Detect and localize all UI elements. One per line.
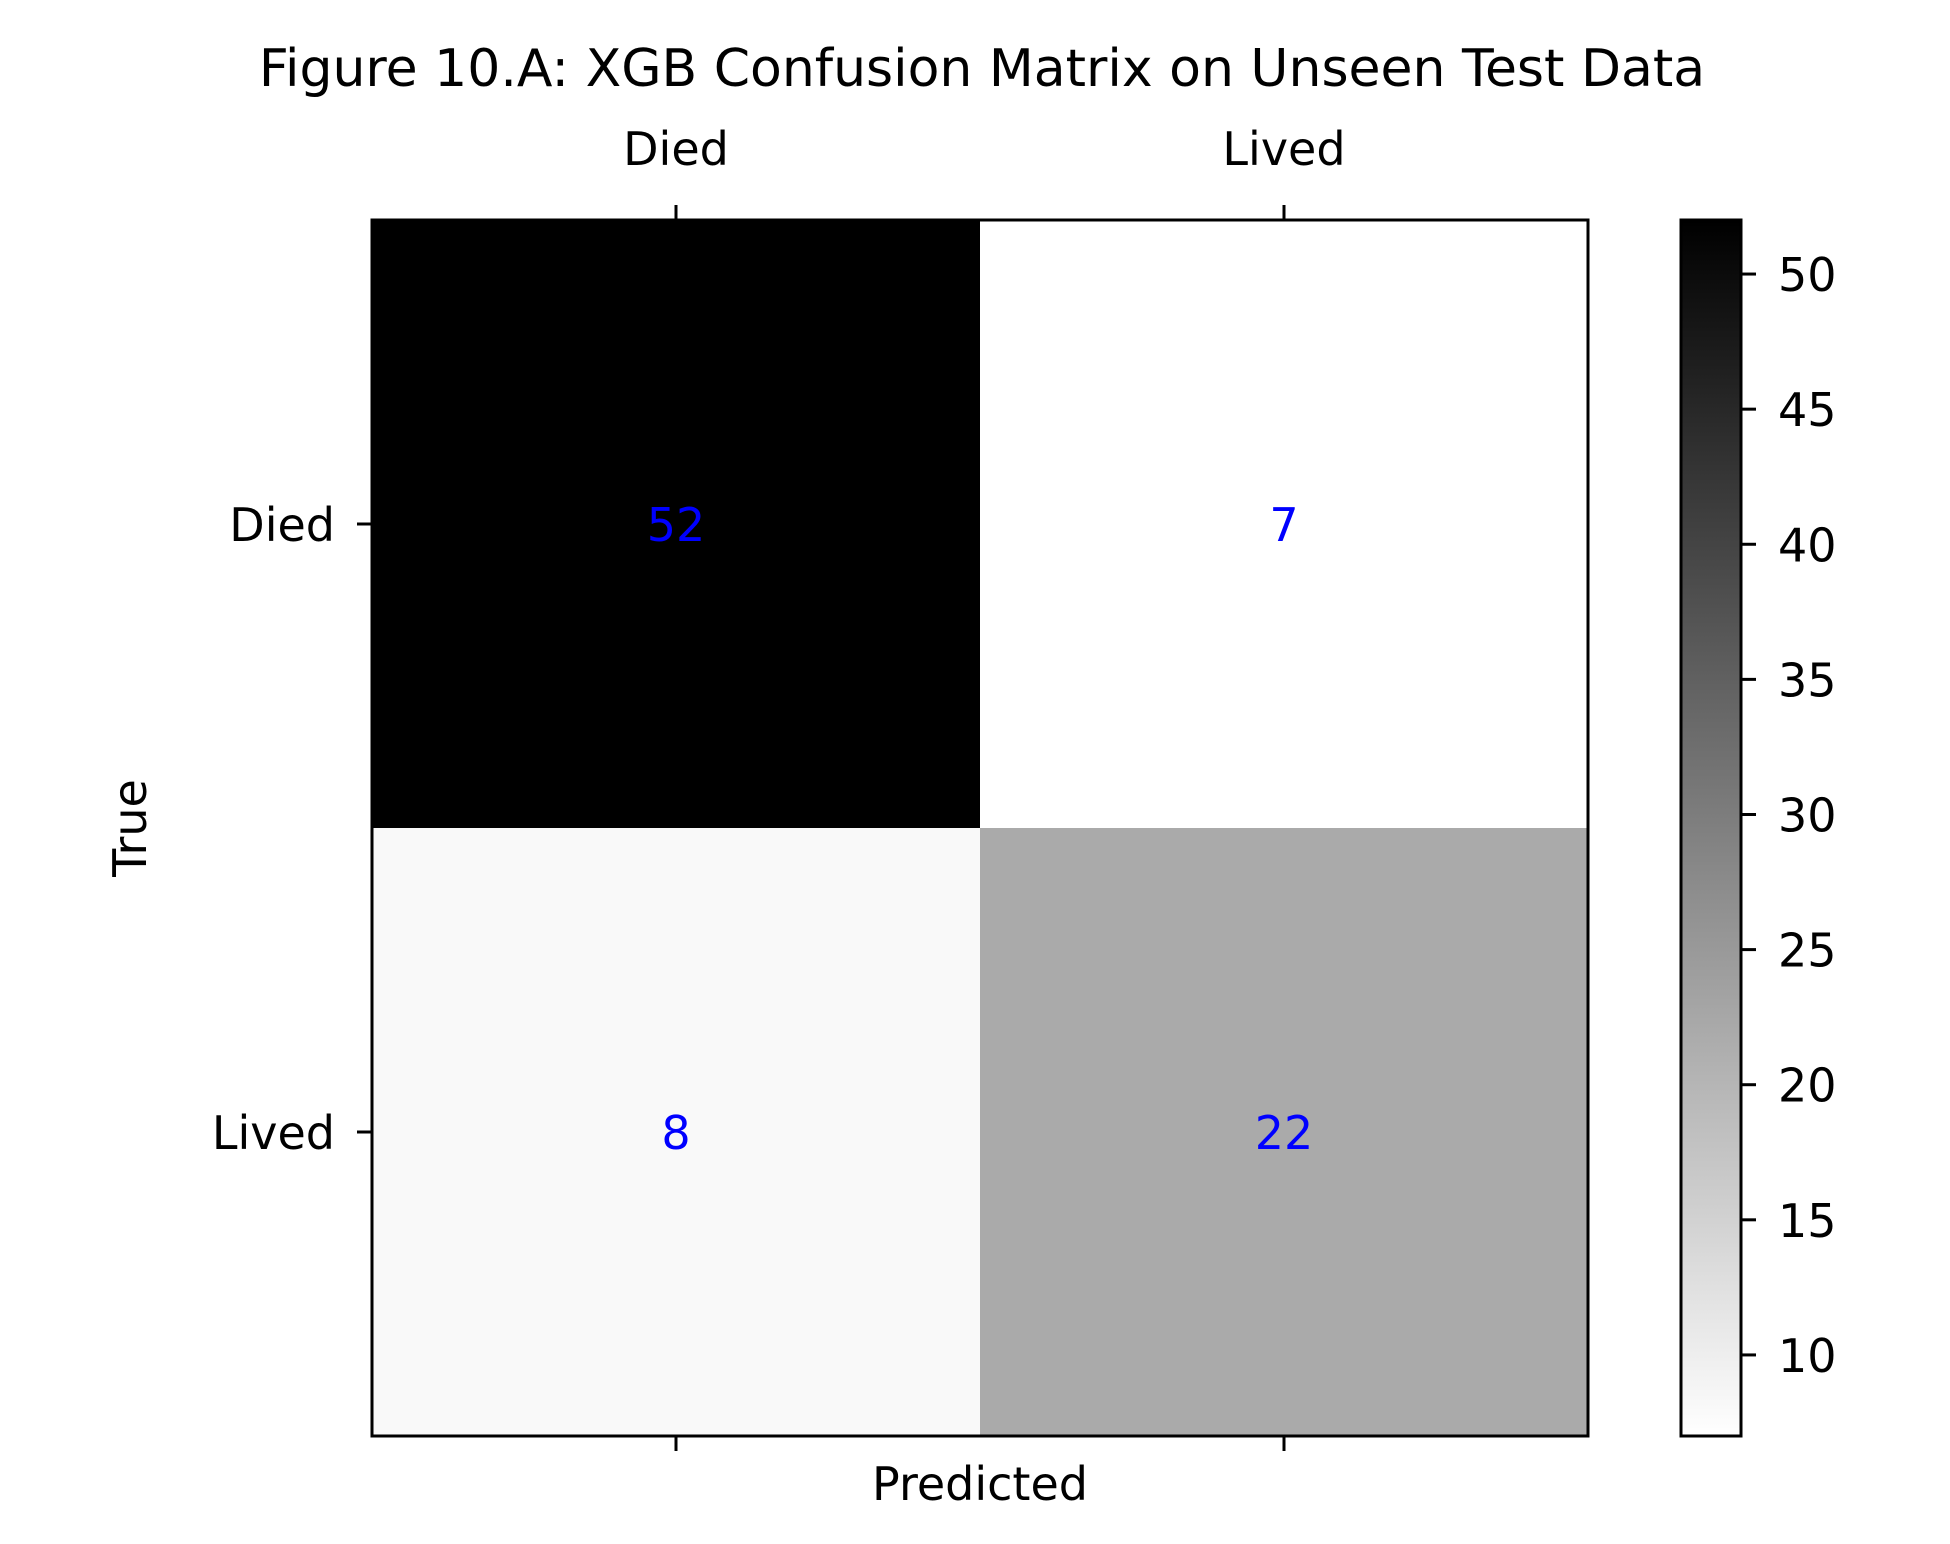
y-tick-labels: Died Lived xyxy=(212,498,335,1160)
heatmap-cell-lived-died xyxy=(372,828,980,1436)
x-tick-label-died: Died xyxy=(623,122,729,176)
colorbar-tick-label: 15 xyxy=(1778,1194,1837,1248)
heatmap-cell-lived-lived xyxy=(980,828,1588,1436)
cell-value-label: 8 xyxy=(661,1106,690,1160)
colorbar-tick-label: 45 xyxy=(1778,383,1837,437)
cell-value-label: 52 xyxy=(647,498,706,552)
colorbar-tick-label: 30 xyxy=(1778,788,1837,842)
colorbar-tick-label: 50 xyxy=(1778,248,1837,302)
x-axis-label: Predicted xyxy=(872,1457,1088,1511)
cell-value-label: 7 xyxy=(1269,498,1298,552)
axis-ticks xyxy=(357,205,1286,1451)
colorbar-tick-label: 35 xyxy=(1778,653,1837,707)
y-axis-label: True xyxy=(103,779,157,878)
colorbar-tick-label: 20 xyxy=(1778,1059,1837,1113)
colorbar-tick-label: 25 xyxy=(1778,924,1837,978)
plot-frame xyxy=(370,218,1590,1438)
x-tick-label-lived: Lived xyxy=(1222,122,1345,176)
colorbar xyxy=(1679,218,1743,1438)
heatmap-cell-died-lived xyxy=(980,220,1588,828)
x-tick-labels: Died Lived xyxy=(623,122,1345,176)
heatmap-cell-died-died xyxy=(372,220,980,828)
colorbar-tick-label: 10 xyxy=(1778,1329,1837,1383)
heatmap-cells xyxy=(372,220,1588,1436)
cell-value-label: 22 xyxy=(1255,1106,1314,1160)
y-tick-label-died: Died xyxy=(229,498,335,552)
chart-title: Figure 10.A: XGB Confusion Matrix on Uns… xyxy=(259,39,1705,99)
y-tick-label-lived: Lived xyxy=(212,1106,335,1160)
colorbar-tick-label: 40 xyxy=(1778,518,1837,572)
cell-annotations: 52 7 8 22 xyxy=(647,498,1314,1160)
colorbar-ticks: 10 15 20 25 30 35 40 45 50 xyxy=(1741,248,1837,1383)
